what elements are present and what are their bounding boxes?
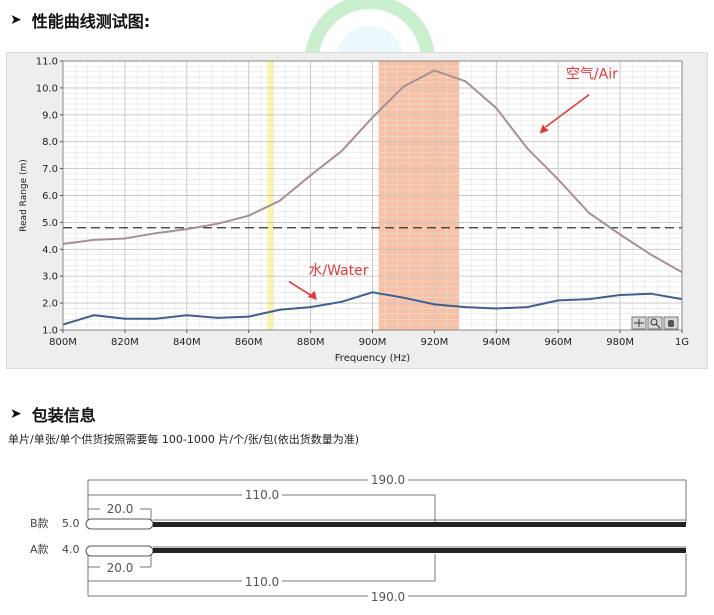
row-label-b: B款: [30, 516, 49, 530]
x-tick-label: 940M: [482, 337, 510, 348]
x-tick-label: 860M: [235, 337, 263, 348]
crosshair-icon[interactable]: [631, 316, 647, 330]
y-tick-label: 10.0: [36, 83, 58, 94]
y-tick-label: 4.0: [42, 245, 58, 256]
packaging-title: 包装信息: [31, 406, 96, 425]
x-axis-label: Frequency (Hz): [335, 353, 411, 364]
x-tick-label: 980M: [606, 337, 634, 348]
series-line-water: [62, 291, 683, 326]
hand-shape: [668, 320, 674, 327]
read-range-chart: 1.0 2.0 3.0 4.0 5.0 6.0 7.0 8.0 9.0 10.0 11.0 800M 8…: [6, 52, 708, 369]
x-tick-label: 960M: [544, 337, 572, 348]
cable-a: [85, 545, 686, 557]
annotation-arrowhead-water: [307, 290, 317, 300]
zoom-icon[interactable]: [647, 316, 663, 330]
packaging-heading: ➤ 包装信息: [10, 402, 96, 426]
graph-toolbar: [631, 316, 679, 330]
dim-total-top: 190.0: [371, 473, 405, 487]
y-tick-label: 3.0: [42, 272, 58, 283]
annotation-air: 空气/Air: [566, 66, 618, 82]
y-tick-label: 1.0: [42, 326, 58, 337]
y-tick-label: 5.0: [42, 218, 58, 229]
bullet-arrow-icon: ➤: [10, 12, 22, 28]
x-tick-label: 800M: [49, 337, 77, 348]
y-axis-label: Read Range (m): [19, 159, 29, 232]
zoom-lens: [650, 318, 658, 326]
dim-short-bottom: 20.0: [107, 561, 134, 575]
series-line-air: [62, 69, 683, 274]
dim-mid-top: 110.0: [245, 488, 279, 502]
zoom-handle: [655, 323, 661, 329]
y-tick-label: 8.0: [42, 137, 58, 148]
y-tick-label: 9.0: [42, 110, 58, 121]
y-tick-label: 2.0: [42, 299, 58, 310]
x-tick-label: 900M: [359, 337, 387, 348]
annotation-water: 水/Water: [308, 263, 368, 279]
pan-hand-icon[interactable]: [663, 316, 679, 330]
bullet-arrow-icon: ➤: [10, 406, 22, 422]
x-tick-label: 820M: [111, 337, 139, 348]
dim-short-top: 20.0: [107, 502, 134, 516]
x-tick-label: 1G: [675, 337, 689, 348]
x-tick-label: 920M: [421, 337, 449, 348]
dim-total-bottom: 190.0: [371, 590, 405, 604]
annotation-arrowhead-air: [539, 124, 549, 134]
performance-heading: ➤ 性能曲线测试图:: [10, 8, 150, 32]
row-thickness-a: 4.0: [62, 543, 80, 556]
packaging-note: 单片/单张/单个供货按照需要每 100-1000 片/个/张/包(依出货数量为准…: [8, 433, 360, 446]
cable-b: [85, 518, 686, 530]
dim-mid-bottom: 110.0: [245, 575, 279, 589]
dimension-diagram: 190.0 110.0 20.0 20.0 110.0 190.0 B款 5.0…: [30, 472, 687, 604]
annotation-arrow-water: [288, 280, 312, 296]
y-tick-label: 6.0: [42, 191, 58, 202]
x-tick-label: 880M: [297, 337, 325, 348]
row-thickness-b: 5.0: [62, 517, 80, 530]
performance-title: 性能曲线测试图:: [31, 12, 151, 31]
annotation-arrow-air: [545, 93, 590, 128]
y-tick-label: 11.0: [36, 57, 58, 68]
x-tick-label: 840M: [173, 337, 201, 348]
watermark-logo: [265, 0, 445, 60]
row-label-a: A款: [30, 542, 49, 556]
y-tick-label: 7.0: [42, 164, 58, 175]
